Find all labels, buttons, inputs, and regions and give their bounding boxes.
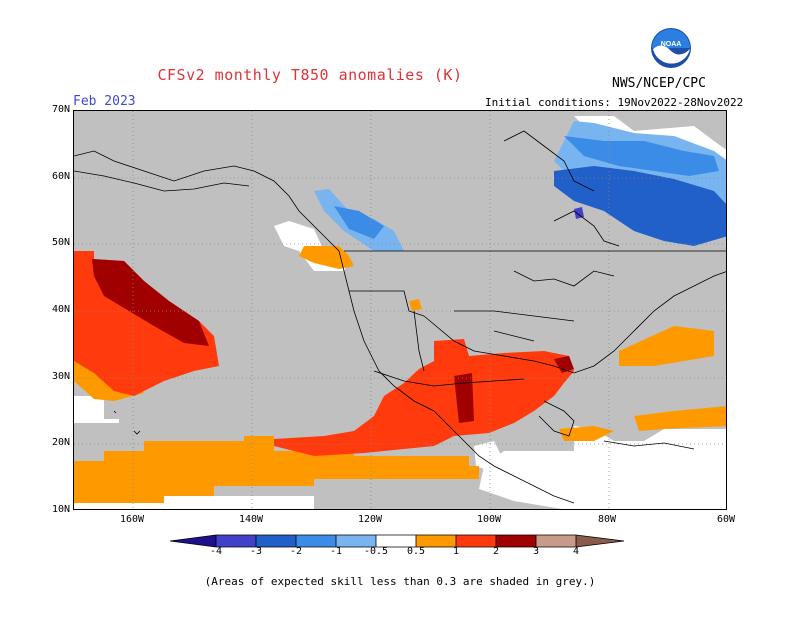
anomaly-area xyxy=(634,406,726,431)
anomaly-area xyxy=(554,356,574,373)
map-title: CFSv2 monthly T850 anomalies (K) xyxy=(157,66,463,84)
colorbar-segment xyxy=(536,535,576,547)
anomaly-map xyxy=(73,110,727,510)
anomaly-area xyxy=(559,426,614,441)
lon-label: 100W xyxy=(476,514,502,525)
svg-text:NOAA: NOAA xyxy=(661,41,682,48)
colorbar-segment xyxy=(456,535,496,547)
graticule xyxy=(74,111,726,509)
anomaly-area xyxy=(334,206,384,239)
colorbar-label: 0.5 xyxy=(406,546,426,557)
neutral-area xyxy=(479,426,726,509)
lon-label: 80W xyxy=(597,514,617,525)
noaa-logo-icon: NOAA xyxy=(651,28,691,68)
colorbar-label: -0.5 xyxy=(363,546,389,557)
colorbar-segment xyxy=(216,535,256,547)
lat-label: 20N xyxy=(51,437,70,448)
anomaly-area xyxy=(299,246,354,269)
lon-label: 140W xyxy=(238,514,264,525)
colorbar-label: -3 xyxy=(249,546,263,557)
lat-label: 50N xyxy=(51,237,70,248)
forecast-period: Feb 2023 xyxy=(73,94,136,109)
colorbar-segment xyxy=(170,535,216,547)
lon-label: 60W xyxy=(716,514,736,525)
lat-label: 40N xyxy=(51,304,70,315)
colorbar-segment xyxy=(496,535,536,547)
lat-label: 70N xyxy=(51,104,70,115)
lon-label: 120W xyxy=(357,514,383,525)
lat-label: 60N xyxy=(51,171,70,182)
colorbar-label: 4 xyxy=(572,546,580,557)
anomaly-area xyxy=(574,207,584,219)
colorbar-label: -1 xyxy=(329,546,343,557)
lat-label: 30N xyxy=(51,371,70,382)
neutral-area xyxy=(474,441,504,471)
anomaly-area xyxy=(74,436,479,503)
colorbar-segment xyxy=(336,535,376,547)
map-canvas xyxy=(74,111,726,509)
neutral-area xyxy=(74,396,119,423)
anomaly-area xyxy=(619,326,714,366)
anomaly-area xyxy=(454,373,474,423)
anomaly-area xyxy=(409,299,422,311)
lat-label: 10N xyxy=(51,504,70,515)
colorbar-segment xyxy=(416,535,456,547)
agency-label: NWS/NCEP/CPC xyxy=(612,76,706,91)
coastlines xyxy=(74,130,726,504)
colorbar-label: -4 xyxy=(209,546,223,557)
low-skill-region xyxy=(74,111,726,509)
skill-footnote: (Areas of expected skill less than 0.3 a… xyxy=(204,575,596,588)
initial-conditions: Initial conditions: 19Nov2022-28Nov2022 xyxy=(485,96,744,109)
lon-label: 160W xyxy=(119,514,145,525)
anomaly-area xyxy=(92,259,209,346)
colorbar-label: 1 xyxy=(452,546,460,557)
colorbar-label: 2 xyxy=(492,546,500,557)
colorbar-segment xyxy=(376,535,416,547)
colorbar-segment xyxy=(576,535,624,547)
colorbar-label: 3 xyxy=(532,546,540,557)
colorbar-segment xyxy=(296,535,336,547)
colorbar-label: -2 xyxy=(289,546,303,557)
anomaly-area xyxy=(554,166,726,246)
colorbar-segment xyxy=(256,535,296,547)
colorbar xyxy=(170,534,625,548)
anomaly-area xyxy=(274,339,574,456)
anomaly-area xyxy=(564,136,719,176)
